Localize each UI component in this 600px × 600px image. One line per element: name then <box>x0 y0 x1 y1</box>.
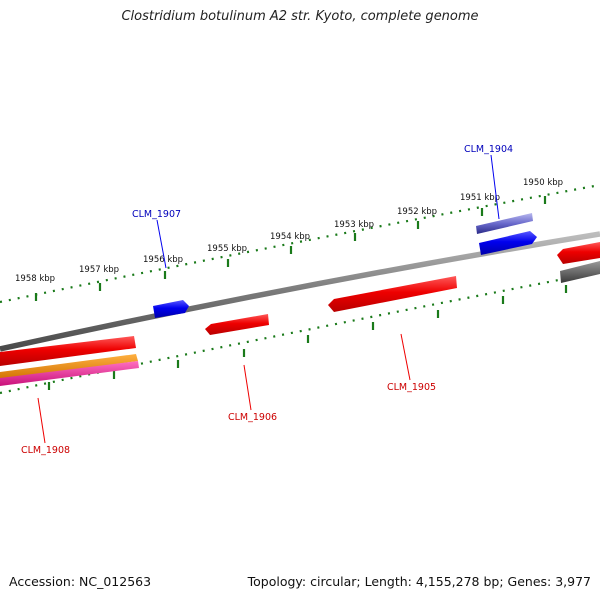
gene-clm-1904-blue[interactable] <box>479 231 537 255</box>
leader-clm-1906 <box>243 364 252 411</box>
accession-text: Accession: NC_012563 <box>9 574 152 589</box>
feature-orange[interactable] <box>0 354 138 380</box>
gene-clm-1908[interactable] <box>0 336 136 366</box>
leader-lines <box>37 154 500 444</box>
gene-label-clm-1904: CLM_1904 <box>464 144 513 155</box>
inner-major-ticks <box>47 285 568 390</box>
gene-right-edge-gray[interactable] <box>560 261 600 283</box>
tick-label-1953: 1953 kbp <box>334 220 374 230</box>
gene-labels: CLM_1904 CLM_1907 CLM_1905 CLM_1906 CLM_… <box>21 144 513 456</box>
gene-clm-1904-purple[interactable] <box>476 213 533 234</box>
feature-magenta[interactable] <box>0 361 139 386</box>
forward-genes <box>153 213 537 318</box>
outer-major-ticks <box>34 196 547 301</box>
gene-label-clm-1908: CLM_1908 <box>21 445 70 456</box>
tick-label-1956: 1956 kbp <box>143 255 183 265</box>
topology-summary: Topology: circular; Length: 4,155,278 bp… <box>247 574 591 589</box>
gene-clm-1907[interactable] <box>153 300 189 318</box>
reverse-genes <box>0 242 600 386</box>
tick-label-1954: 1954 kbp <box>270 232 310 242</box>
tick-label-1958: 1958 kbp <box>15 274 55 284</box>
gene-label-clm-1906: CLM_1906 <box>228 412 277 423</box>
tick-label-1952: 1952 kbp <box>397 207 437 217</box>
gene-clm-1905[interactable] <box>328 276 457 312</box>
gene-clm-1906[interactable] <box>205 314 269 335</box>
leader-clm-1905 <box>400 333 411 381</box>
leader-clm-1907 <box>156 219 167 269</box>
tick-label-1951: 1951 kbp <box>460 193 500 203</box>
tick-label-1950: 1950 kbp <box>523 178 563 188</box>
map-title: Clostridium botulinum A2 str. Kyoto, com… <box>121 9 479 24</box>
gene-right-edge-red[interactable] <box>557 242 600 264</box>
tick-label-1955: 1955 kbp <box>207 244 247 254</box>
genome-backbone <box>0 231 600 352</box>
tick-label-1957: 1957 kbp <box>79 265 119 275</box>
gene-label-clm-1907: CLM_1907 <box>132 209 181 220</box>
leader-clm-1904 <box>490 154 500 220</box>
tick-labels: 1950 kbp 1951 kbp 1952 kbp 1953 kbp 1954… <box>15 178 563 284</box>
leader-clm-1908 <box>37 397 46 444</box>
gene-label-clm-1905: CLM_1905 <box>387 382 436 393</box>
inner-tick-track <box>0 270 600 395</box>
